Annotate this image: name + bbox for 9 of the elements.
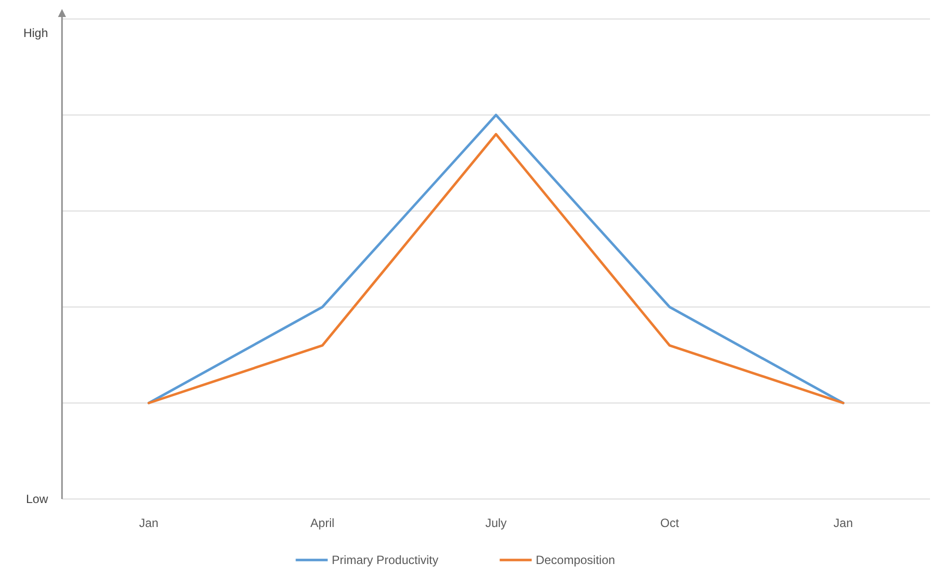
x-tick-label: Jan <box>139 516 158 530</box>
text: Low <box>26 492 48 506</box>
x-tick-label: July <box>485 516 507 530</box>
x-tick-label: Oct <box>660 516 680 530</box>
legend-label: Primary Productivity <box>332 553 438 568</box>
x-tick-label: April <box>310 516 334 530</box>
text: High <box>23 26 48 40</box>
legend-label: Decomposition <box>536 553 616 568</box>
x-tick-label: Jan <box>834 516 853 530</box>
